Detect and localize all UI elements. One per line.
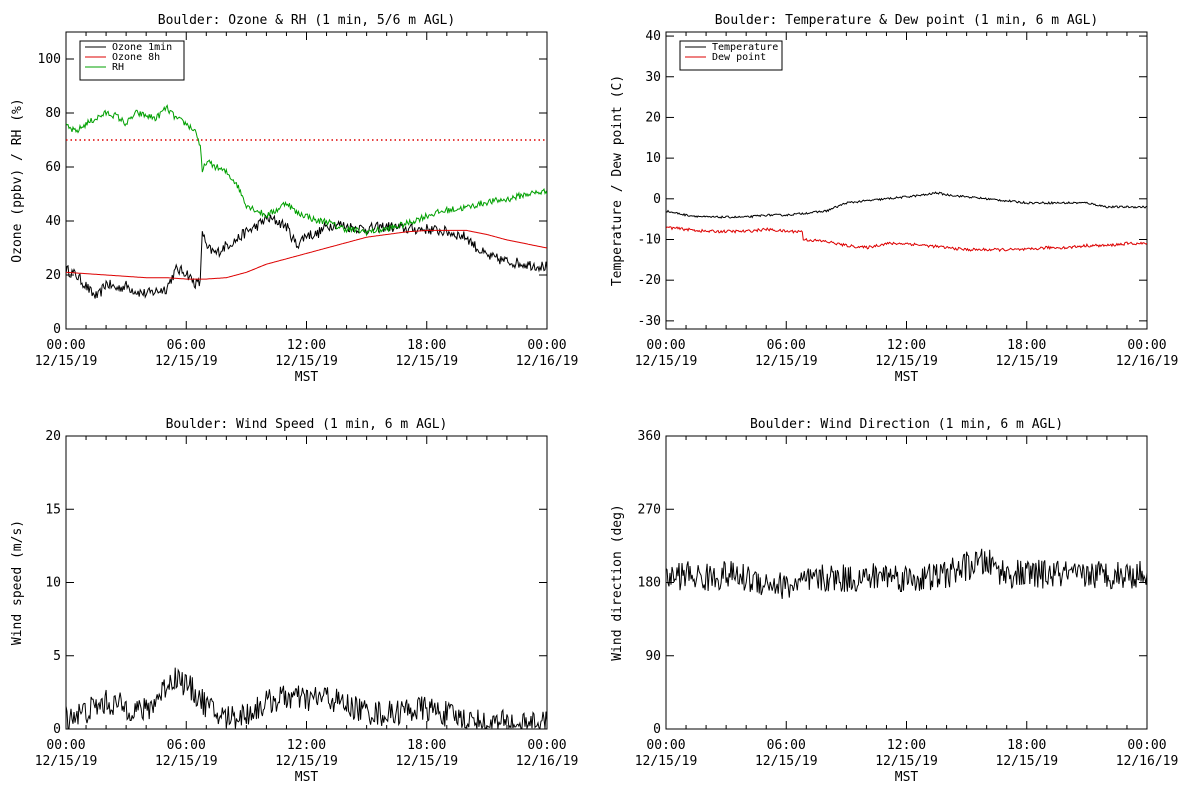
x-axis-label: MST (295, 370, 319, 385)
series-line-1 (666, 548, 1147, 599)
x-tick-label-time: 00:00 (1127, 738, 1166, 753)
x-tick-label-time: 12:00 (887, 338, 926, 353)
legend-label: RH (112, 62, 124, 73)
x-tick-label-date: 12/16/19 (516, 754, 579, 769)
y-tick-label: 0 (53, 722, 61, 737)
x-tick-label-time: 00:00 (1127, 338, 1166, 353)
x-tick-label-time: 00:00 (46, 338, 85, 353)
chart-title: Boulder: Wind Speed (1 min, 6 m AGL) (166, 417, 448, 432)
x-tick-label-date: 12/15/19 (635, 354, 698, 369)
chart-panel-2: Boulder: Temperature & Dew point (1 min,… (610, 13, 1178, 385)
series-line-1 (666, 191, 1147, 219)
x-tick-label-date: 12/16/19 (1116, 354, 1179, 369)
chart-title: Boulder: Ozone & RH (1 min, 5/6 m AGL) (158, 13, 455, 28)
x-tick-label-time: 06:00 (767, 338, 806, 353)
y-tick-label: 10 (45, 576, 61, 591)
x-tick-label-date: 12/15/19 (875, 354, 938, 369)
x-tick-label-time: 00:00 (46, 738, 85, 753)
legend-label: Temperature (712, 42, 778, 53)
legend-box (679, 40, 783, 71)
x-tick-label-date: 12/15/19 (275, 354, 338, 369)
y-tick-label: 180 (638, 576, 661, 591)
chart-panel-4: Boulder: Wind Direction (1 min, 6 m AGL)… (610, 417, 1178, 785)
legend-label: Ozone 8h (112, 52, 160, 63)
x-tick-label-time: 12:00 (287, 338, 326, 353)
x-tick-label-date: 12/15/19 (35, 754, 98, 769)
y-tick-label: 270 (638, 502, 661, 517)
y-tick-label: 100 (38, 52, 61, 67)
y-tick-label: 90 (645, 649, 661, 664)
x-tick-label-date: 12/15/19 (155, 354, 218, 369)
y-tick-label: -30 (638, 314, 661, 329)
x-tick-label-date: 12/15/19 (995, 354, 1058, 369)
series-line-3 (66, 104, 547, 237)
series-line-1 (66, 667, 547, 729)
y-tick-label: 20 (45, 429, 61, 444)
x-tick-label-date: 12/16/19 (1116, 754, 1179, 769)
x-tick-label-date: 12/15/19 (755, 354, 818, 369)
x-tick-label-time: 00:00 (646, 738, 685, 753)
y-tick-label: 15 (45, 502, 61, 517)
x-tick-label-date: 12/16/19 (516, 354, 579, 369)
legend-label: Dew point (712, 52, 766, 63)
chart-panel-1: Boulder: Ozone & RH (1 min, 5/6 m AGL) 0 2… (10, 13, 578, 385)
y-axis-label: Wind direction (deg) (610, 504, 625, 661)
y-axis-label: Temperature / Dew point (C) (610, 75, 625, 286)
x-tick-label-time: 00:00 (527, 338, 566, 353)
y-tick-label: 10 (645, 151, 661, 166)
legend-label: Ozone 1min (112, 42, 172, 53)
x-tick-label-time: 06:00 (167, 738, 206, 753)
x-tick-label-date: 12/15/19 (35, 354, 98, 369)
y-tick-label: 40 (645, 29, 661, 44)
x-tick-label-time: 12:00 (287, 738, 326, 753)
y-tick-label: -10 (638, 232, 661, 247)
x-tick-label-date: 12/15/19 (995, 754, 1058, 769)
y-tick-label: 0 (53, 322, 61, 337)
y-tick-label: 20 (45, 268, 61, 283)
x-tick-label-time: 00:00 (527, 738, 566, 753)
x-tick-label-time: 18:00 (407, 738, 446, 753)
y-tick-label: 40 (45, 214, 61, 229)
y-axis-label: Wind speed (m/s) (10, 520, 25, 645)
y-tick-label: 5 (53, 649, 61, 664)
x-tick-label-date: 12/15/19 (755, 754, 818, 769)
y-tick-label: 80 (45, 106, 61, 121)
x-tick-label-time: 06:00 (167, 338, 206, 353)
x-tick-label-time: 18:00 (1007, 338, 1046, 353)
x-tick-label-time: 18:00 (1007, 738, 1046, 753)
series-line-2 (666, 226, 1147, 253)
chart-title: Boulder: Temperature & Dew point (1 min,… (715, 13, 1099, 28)
y-axis-label: Ozone (ppbv) / RH (%) (10, 98, 25, 262)
x-tick-label-time: 12:00 (887, 738, 926, 753)
plot-frame (65, 435, 548, 730)
y-tick-label: -20 (638, 273, 661, 288)
x-axis-label: MST (295, 770, 319, 785)
x-tick-label-date: 12/15/19 (635, 754, 698, 769)
x-tick-label-time: 06:00 (767, 738, 806, 753)
y-tick-label: 60 (45, 160, 61, 175)
chart-panel-3: Boulder: Wind Speed (1 min, 6 m AGL) 0 5 10… (10, 417, 578, 785)
x-tick-label-date: 12/15/19 (395, 754, 458, 769)
y-tick-label: 360 (638, 429, 661, 444)
series-line-2 (66, 229, 547, 280)
chart-title: Boulder: Wind Direction (1 min, 6 m AGL) (750, 417, 1063, 432)
x-tick-label-date: 12/15/19 (875, 754, 938, 769)
y-tick-label: 0 (653, 192, 661, 207)
y-tick-label: 20 (645, 110, 661, 125)
x-axis-label: MST (895, 770, 919, 785)
x-tick-label-time: 00:00 (646, 338, 685, 353)
y-tick-label: 0 (653, 722, 661, 737)
series-line-1 (66, 214, 547, 299)
plot-frame (665, 31, 1148, 330)
x-tick-label-date: 12/15/19 (275, 754, 338, 769)
x-tick-label-time: 18:00 (407, 338, 446, 353)
x-tick-label-date: 12/15/19 (155, 754, 218, 769)
y-tick-label: 30 (645, 70, 661, 85)
x-tick-label-date: 12/15/19 (395, 354, 458, 369)
x-axis-label: MST (895, 370, 919, 385)
